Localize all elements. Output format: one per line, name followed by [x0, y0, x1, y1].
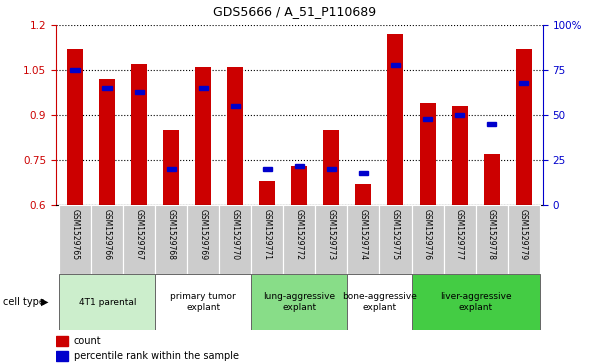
Text: GSM1529770: GSM1529770 — [231, 208, 240, 260]
Bar — [199, 86, 208, 90]
Bar — [231, 104, 240, 108]
Bar — [91, 205, 123, 274]
Text: GSM1529774: GSM1529774 — [359, 208, 368, 260]
Bar — [251, 274, 348, 330]
Text: GSM1529769: GSM1529769 — [199, 208, 208, 260]
Text: GDS5666 / A_51_P110689: GDS5666 / A_51_P110689 — [214, 5, 376, 19]
Bar — [188, 205, 219, 274]
Bar — [411, 205, 444, 274]
Text: GSM1529779: GSM1529779 — [519, 208, 528, 260]
Bar — [163, 130, 179, 205]
Bar — [507, 205, 540, 274]
Bar — [263, 167, 272, 171]
Bar — [260, 181, 276, 205]
Bar — [59, 274, 155, 330]
Bar — [323, 130, 339, 205]
Bar — [419, 103, 435, 205]
Text: GSM1529768: GSM1529768 — [167, 208, 176, 260]
Bar — [155, 274, 251, 330]
Text: GSM1529772: GSM1529772 — [295, 208, 304, 260]
Bar — [388, 34, 404, 205]
Text: bone-aggressive
explant: bone-aggressive explant — [342, 293, 417, 312]
Text: GSM1529771: GSM1529771 — [263, 208, 272, 260]
Bar — [476, 205, 507, 274]
Bar — [411, 274, 540, 330]
Bar — [487, 122, 496, 126]
Text: primary tumor
explant: primary tumor explant — [171, 293, 236, 312]
Text: GSM1529776: GSM1529776 — [423, 208, 432, 260]
Text: ▶: ▶ — [41, 297, 48, 307]
Bar — [59, 205, 91, 274]
Bar — [484, 154, 500, 205]
Bar — [103, 86, 112, 90]
Bar — [227, 67, 244, 205]
Text: lung-aggressive
explant: lung-aggressive explant — [263, 293, 336, 312]
Bar — [166, 167, 176, 171]
Text: GSM1529767: GSM1529767 — [135, 208, 144, 260]
Text: GSM1529775: GSM1529775 — [391, 208, 400, 260]
Bar — [359, 171, 368, 175]
Bar — [251, 205, 283, 274]
Bar — [327, 167, 336, 171]
Bar — [132, 64, 148, 205]
Bar — [516, 49, 532, 205]
Bar — [348, 205, 379, 274]
Bar — [56, 351, 68, 361]
Text: liver-aggressive
explant: liver-aggressive explant — [440, 293, 512, 312]
Bar — [123, 205, 155, 274]
Bar — [219, 205, 251, 274]
Bar — [391, 63, 400, 67]
Text: GSM1529778: GSM1529778 — [487, 208, 496, 260]
Bar — [294, 164, 304, 168]
Bar — [135, 90, 144, 94]
Bar — [519, 81, 529, 85]
Bar — [422, 117, 432, 121]
Text: count: count — [74, 336, 101, 346]
Bar — [99, 79, 115, 205]
Bar — [70, 68, 80, 72]
Text: GSM1529766: GSM1529766 — [103, 208, 112, 260]
Bar — [444, 205, 476, 274]
Bar — [348, 274, 411, 330]
Bar — [379, 205, 411, 274]
Bar — [67, 49, 83, 205]
Text: GSM1529765: GSM1529765 — [71, 208, 80, 260]
Bar — [195, 67, 211, 205]
Text: cell type: cell type — [3, 297, 45, 307]
Bar — [56, 336, 68, 346]
Text: 4T1 parental: 4T1 parental — [78, 298, 136, 307]
Bar — [283, 205, 316, 274]
Bar — [451, 106, 467, 205]
Bar — [291, 166, 307, 205]
Text: GSM1529773: GSM1529773 — [327, 208, 336, 260]
Bar — [455, 113, 464, 117]
Bar — [355, 184, 372, 205]
Bar — [155, 205, 188, 274]
Text: GSM1529777: GSM1529777 — [455, 208, 464, 260]
Bar — [316, 205, 348, 274]
Text: percentile rank within the sample: percentile rank within the sample — [74, 351, 238, 361]
